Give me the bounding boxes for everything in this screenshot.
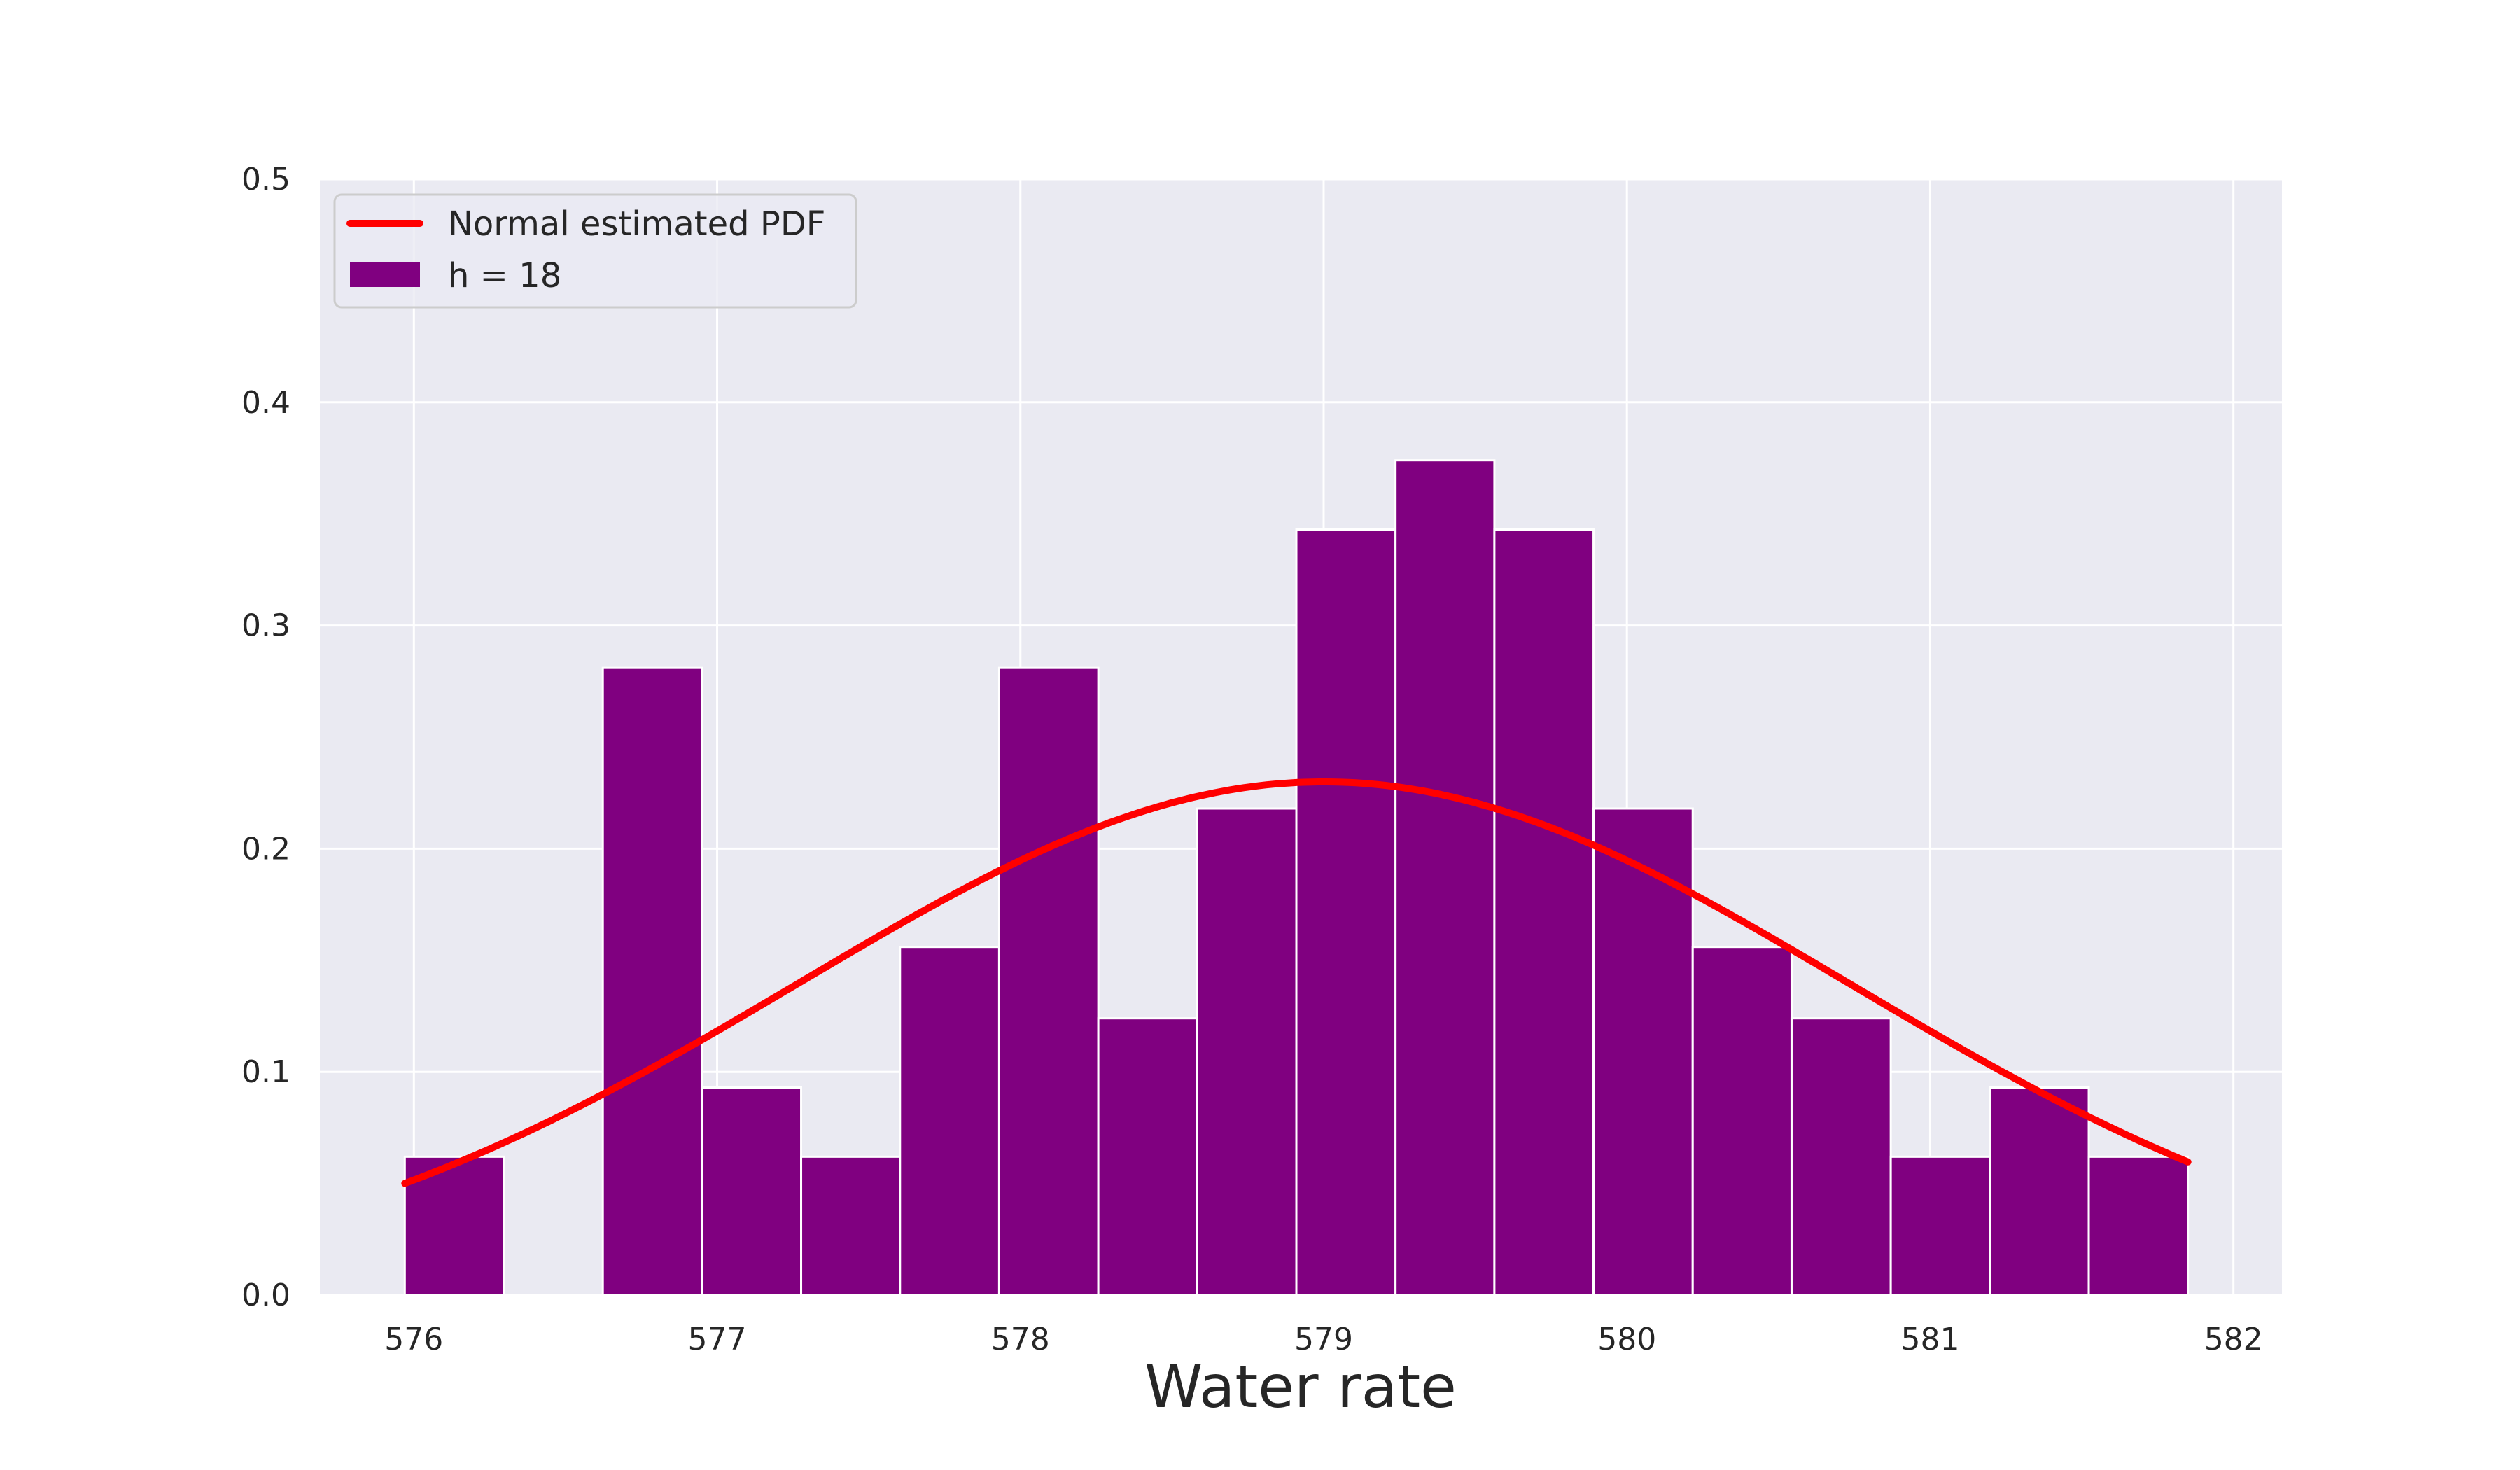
x-tick-label: 577: [688, 1322, 747, 1357]
histogram-bar: [1889, 1155, 1991, 1296]
legend-label-histogram: h = 18: [448, 256, 561, 295]
histogram-bar: [1691, 946, 1793, 1296]
x-tick-label: 579: [1294, 1322, 1353, 1357]
x-tick-label: 578: [991, 1322, 1050, 1357]
x-axis-title: Water rate: [1144, 1352, 1457, 1421]
legend-label-pdf: Normal estimated PDF: [448, 204, 825, 244]
x-tick-label: 576: [384, 1322, 443, 1357]
histogram-bar: [997, 666, 1100, 1296]
x-tick-label: 581: [1900, 1322, 1959, 1357]
y-tick-label: 0.1: [241, 1054, 290, 1090]
histogram-bar: [701, 1086, 803, 1296]
histogram-bar: [1592, 807, 1694, 1296]
histogram-bar: [1790, 1017, 1892, 1296]
histogram-bar: [1493, 528, 1595, 1296]
y-tick-label: 0.2: [241, 831, 290, 867]
histogram-bar: [2087, 1155, 2190, 1296]
normal-pdf-line: [401, 778, 2192, 1187]
histogram-bar: [1196, 807, 1298, 1296]
histogram-bar: [1097, 1017, 1198, 1296]
histogram-bar: [1989, 1086, 2090, 1296]
x-tick-labels: 576 577 578 579 580 581 582: [384, 1322, 2262, 1357]
legend: Normal estimated PDF h = 18: [333, 193, 858, 309]
histogram-bar: [899, 946, 1000, 1296]
histogram-bar: [1394, 459, 1496, 1296]
y-tick-label: 0.3: [241, 608, 290, 644]
histogram-bar: [800, 1155, 902, 1296]
legend-box: [333, 193, 858, 309]
histogram-bars: [403, 459, 2190, 1296]
y-tick-label: 0.0: [241, 1278, 290, 1313]
histogram-bar: [1295, 528, 1397, 1296]
y-tick-labels: 0.0 0.1 0.2 0.3 0.4 0.5: [241, 162, 290, 1313]
x-tick-label: 582: [2204, 1322, 2263, 1357]
legend-bar-swatch: [350, 262, 420, 287]
histogram-bar: [601, 666, 704, 1296]
x-tick-label: 580: [1597, 1322, 1656, 1357]
y-tick-label: 0.4: [241, 385, 290, 421]
y-tick-label: 0.5: [241, 162, 290, 197]
